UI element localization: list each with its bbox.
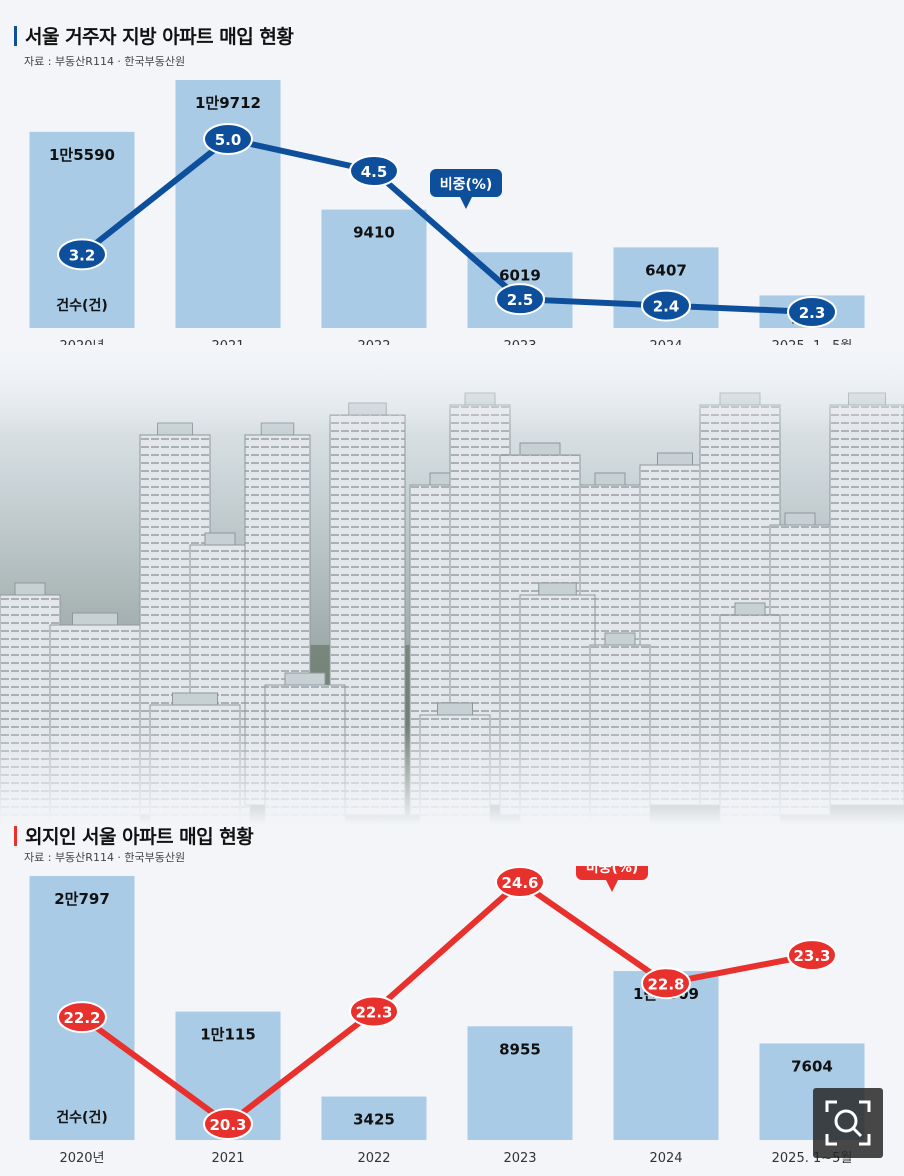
bar-label-0: 2만797 <box>54 890 110 908</box>
tower-top-0 <box>14 582 46 596</box>
bar-2 <box>321 209 427 328</box>
point-label-0: 3.2 <box>69 246 96 264</box>
tick-label-1: 2021 <box>211 1151 244 1166</box>
bar-label-0: 1만5590 <box>49 146 115 164</box>
point-0 <box>57 238 107 271</box>
bar-label-1: 1만9712 <box>195 94 261 112</box>
tower-top-19 <box>604 632 636 646</box>
bottom-chart-title: 외지인 서울 아파트 매입 현황 <box>25 826 254 848</box>
point-5 <box>787 296 837 328</box>
point-5 <box>787 939 837 972</box>
tick-label-4: 2024 <box>649 339 682 345</box>
tower-top-9 <box>594 472 626 486</box>
bar-label-2: 3425 <box>353 1111 395 1129</box>
point-2 <box>349 155 399 188</box>
point-label-2: 4.5 <box>361 163 388 181</box>
tower-top-14 <box>172 692 218 706</box>
bar-label-1: 1만115 <box>200 1026 256 1044</box>
point-3 <box>495 866 545 898</box>
tower-top-3 <box>204 532 236 546</box>
bottom-chart: 2만7972020년1만115202134252022895520231만330… <box>29 866 865 1166</box>
tick-label-3: 2023 <box>503 339 536 345</box>
point-1 <box>203 123 253 155</box>
title-accent-bar <box>14 825 17 846</box>
tick-label-5: 2025. 1~5월 <box>772 339 853 345</box>
tick-label-3: 2023 <box>503 1151 536 1166</box>
search-icon <box>825 1100 871 1146</box>
line-legend-box <box>576 866 648 880</box>
zoom-button[interactable] <box>813 1088 883 1158</box>
point-label-4: 22.8 <box>647 975 684 993</box>
tick-label-1: 2021 <box>211 339 244 345</box>
bottom-chart-title-wrap: 외지인 서울 아파트 매입 현황 <box>14 822 254 849</box>
tower-top-15 <box>284 672 326 686</box>
point-label-1: 5.0 <box>215 131 242 149</box>
bar-1 <box>175 80 281 328</box>
tower-top-10 <box>657 452 693 466</box>
line-legend-label: 비중(%) <box>440 177 493 193</box>
line-legend-box <box>430 169 502 197</box>
point-4 <box>641 289 691 322</box>
point-label-3: 24.6 <box>501 874 538 892</box>
bar-label-3: 6019 <box>499 266 541 284</box>
bar-label-2: 9410 <box>353 224 395 242</box>
bar-label-4: 6407 <box>645 261 687 279</box>
bar-label-5: 7604 <box>791 1057 833 1075</box>
point-2 <box>349 995 399 1028</box>
apartment-photo <box>0 345 904 825</box>
tick-label-0: 2020년 <box>59 1151 104 1166</box>
tower-top-1 <box>72 612 118 626</box>
series-line <box>80 879 813 1127</box>
bottom-chart-source: 자료 : 부동산R114 · 한국부동산원 <box>24 851 186 864</box>
tick-label-2: 2022 <box>357 339 390 345</box>
point-label-5: 2.3 <box>799 304 826 322</box>
bar-unit-label: 건수(건) <box>56 297 107 314</box>
top-chart-title-wrap: 서울 거주자 지방 아파트 매입 현황 <box>14 22 294 49</box>
tower-top-8 <box>519 442 561 456</box>
tower-top-12 <box>784 512 816 526</box>
point-label-3: 2.5 <box>507 291 534 309</box>
bar-2 <box>321 1096 427 1140</box>
point-3 <box>495 283 545 316</box>
point-label-4: 2.4 <box>653 298 680 316</box>
bar-unit-label: 건수(건) <box>56 1109 107 1126</box>
tick-label-2: 2022 <box>357 1151 390 1166</box>
line-legend-pointer <box>460 197 472 209</box>
tick-label-0: 2020년 <box>59 339 104 345</box>
bar-3 <box>467 1026 573 1140</box>
point-4 <box>641 967 691 1000</box>
point-label-5: 23.3 <box>793 947 830 965</box>
top-chart: 1만5590 2020년 1만9712 2021 9410 2022 6019 2023 640… <box>29 80 865 345</box>
top-chart-title: 서울 거주자 지방 아파트 매입 현황 <box>25 26 294 48</box>
line-legend-pointer <box>606 880 618 892</box>
tower-top-18 <box>734 602 766 616</box>
point-label-0: 22.2 <box>63 1009 100 1027</box>
line-legend-label: 비중(%) <box>586 866 639 876</box>
point-label-1: 20.3 <box>209 1116 246 1134</box>
bar-label-3: 8955 <box>499 1040 541 1058</box>
point-label-2: 22.3 <box>355 1003 392 1021</box>
top-chart-source: 자료 : 부동산R114 · 한국부동산원 <box>24 55 186 68</box>
tower-top-17 <box>538 582 577 596</box>
title-accent-bar <box>14 25 17 46</box>
point-0 <box>57 1001 107 1034</box>
tower-top-16 <box>437 702 473 716</box>
point-1 <box>203 1108 253 1140</box>
tick-label-4: 2024 <box>649 1151 682 1166</box>
